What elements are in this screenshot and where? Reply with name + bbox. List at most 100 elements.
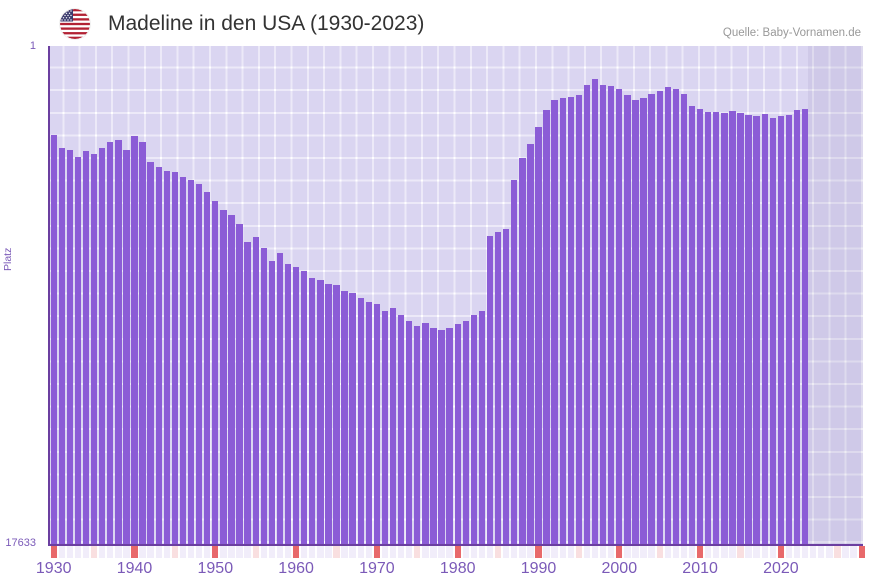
bar-2013 xyxy=(721,112,728,545)
bar-1987 xyxy=(511,179,518,545)
bar-2000 xyxy=(616,88,623,545)
x-axis-label-2020: 2020 xyxy=(763,560,799,577)
x-axis-label-1950: 1950 xyxy=(197,560,234,577)
bar-1967 xyxy=(349,292,356,545)
y-axis-line xyxy=(48,46,50,546)
bar-1976 xyxy=(422,323,429,545)
x-tick-empty-95 xyxy=(818,546,825,558)
bar-2012 xyxy=(713,111,720,545)
bar-1968 xyxy=(357,297,364,545)
bar-1941 xyxy=(139,141,146,545)
x-tick-1934 xyxy=(82,546,90,558)
x-tick-2019 xyxy=(769,546,776,558)
x-tick-1976 xyxy=(422,546,429,558)
x-tick-2012 xyxy=(713,546,720,558)
bar-1953 xyxy=(236,223,243,545)
x-tick-1951 xyxy=(220,546,227,558)
bar-2002 xyxy=(632,99,639,545)
bar-1998 xyxy=(599,84,607,545)
x-tick-1932 xyxy=(66,546,74,558)
x-tick-empty-94 xyxy=(810,546,817,558)
bar-1981 xyxy=(462,321,469,545)
x-tick-1994 xyxy=(567,546,574,558)
x-tick-empty-96 xyxy=(826,546,833,558)
bar-1974 xyxy=(406,321,413,545)
bar-2009 xyxy=(688,105,696,545)
x-axis-label-1960: 1960 xyxy=(278,560,314,577)
bar-2003 xyxy=(640,97,647,545)
x-tick-1956 xyxy=(260,546,267,558)
bar-1954 xyxy=(244,241,251,545)
x-tick-empty-100 xyxy=(858,546,865,558)
bar-1937 xyxy=(107,141,114,545)
x-tick-1968 xyxy=(357,546,364,558)
bar-1982 xyxy=(470,315,478,545)
x-tick-1942 xyxy=(147,546,154,558)
bar-2020 xyxy=(777,115,785,545)
bar-1960 xyxy=(292,266,300,545)
x-tick-1970 xyxy=(373,546,381,558)
bar-1955 xyxy=(252,236,259,545)
bar-1957 xyxy=(268,260,276,545)
x-tick-2015 xyxy=(737,546,744,558)
bar-1932 xyxy=(66,149,74,545)
x-tick-1939 xyxy=(123,546,130,558)
bar-1939 xyxy=(123,149,130,545)
x-tick-1961 xyxy=(300,546,308,558)
x-axis-tick-strip xyxy=(48,546,865,558)
x-tick-2018 xyxy=(761,546,768,558)
x-tick-1989 xyxy=(527,546,534,558)
bar-1992 xyxy=(551,99,558,545)
x-axis-label-2000: 2000 xyxy=(601,560,638,577)
bar-1973 xyxy=(397,315,405,545)
x-tick-1954 xyxy=(244,546,251,558)
x-tick-1980 xyxy=(454,546,461,558)
x-axis-label-2010: 2010 xyxy=(682,560,718,577)
x-tick-2002 xyxy=(632,546,639,558)
bar-1972 xyxy=(389,308,397,545)
bar-2004 xyxy=(648,93,655,545)
x-tick-1953 xyxy=(236,546,243,558)
bar-2001 xyxy=(624,94,631,545)
bar-2022 xyxy=(793,109,801,545)
bar-1984 xyxy=(486,235,494,545)
bar-1995 xyxy=(575,94,583,545)
x-tick-1944 xyxy=(163,546,170,558)
x-tick-2004 xyxy=(648,546,655,558)
bar-1934 xyxy=(82,150,90,545)
x-tick-1964 xyxy=(325,546,332,558)
bar-1983 xyxy=(478,311,486,545)
bar-1971 xyxy=(381,311,389,545)
bar-2010 xyxy=(696,108,704,545)
x-tick-1990 xyxy=(535,546,542,558)
bar-1933 xyxy=(74,156,82,545)
bar-2006 xyxy=(664,86,671,545)
chart-header: Madeline in den USA (1930-2023) Quelle: … xyxy=(0,0,873,46)
y-axis-tick-bottom-label: 17633 xyxy=(5,537,36,549)
x-tick-1978 xyxy=(438,546,445,558)
x-tick-1937 xyxy=(107,546,114,558)
x-tick-1982 xyxy=(470,546,478,558)
x-tick-1972 xyxy=(389,546,397,558)
bar-1951 xyxy=(220,209,227,545)
bar-1994 xyxy=(567,96,574,545)
x-tick-1991 xyxy=(543,546,550,558)
bar-1993 xyxy=(559,97,566,545)
x-axis-label-1970: 1970 xyxy=(359,560,395,577)
x-tick-1941 xyxy=(139,546,146,558)
bar-2019 xyxy=(769,117,776,545)
x-tick-1971 xyxy=(381,546,389,558)
bar-1969 xyxy=(365,301,372,545)
x-tick-1986 xyxy=(502,546,510,558)
x-tick-2023 xyxy=(801,546,809,558)
bar-1956 xyxy=(260,247,267,545)
x-tick-1977 xyxy=(430,546,437,558)
x-tick-1952 xyxy=(228,546,235,558)
x-tick-1955 xyxy=(252,546,259,558)
us-flag-circle-icon xyxy=(60,9,90,39)
bar-1947 xyxy=(187,179,195,545)
x-tick-1975 xyxy=(414,546,421,558)
bar-1962 xyxy=(309,277,316,545)
bar-1991 xyxy=(543,109,550,545)
bar-1966 xyxy=(341,290,348,545)
